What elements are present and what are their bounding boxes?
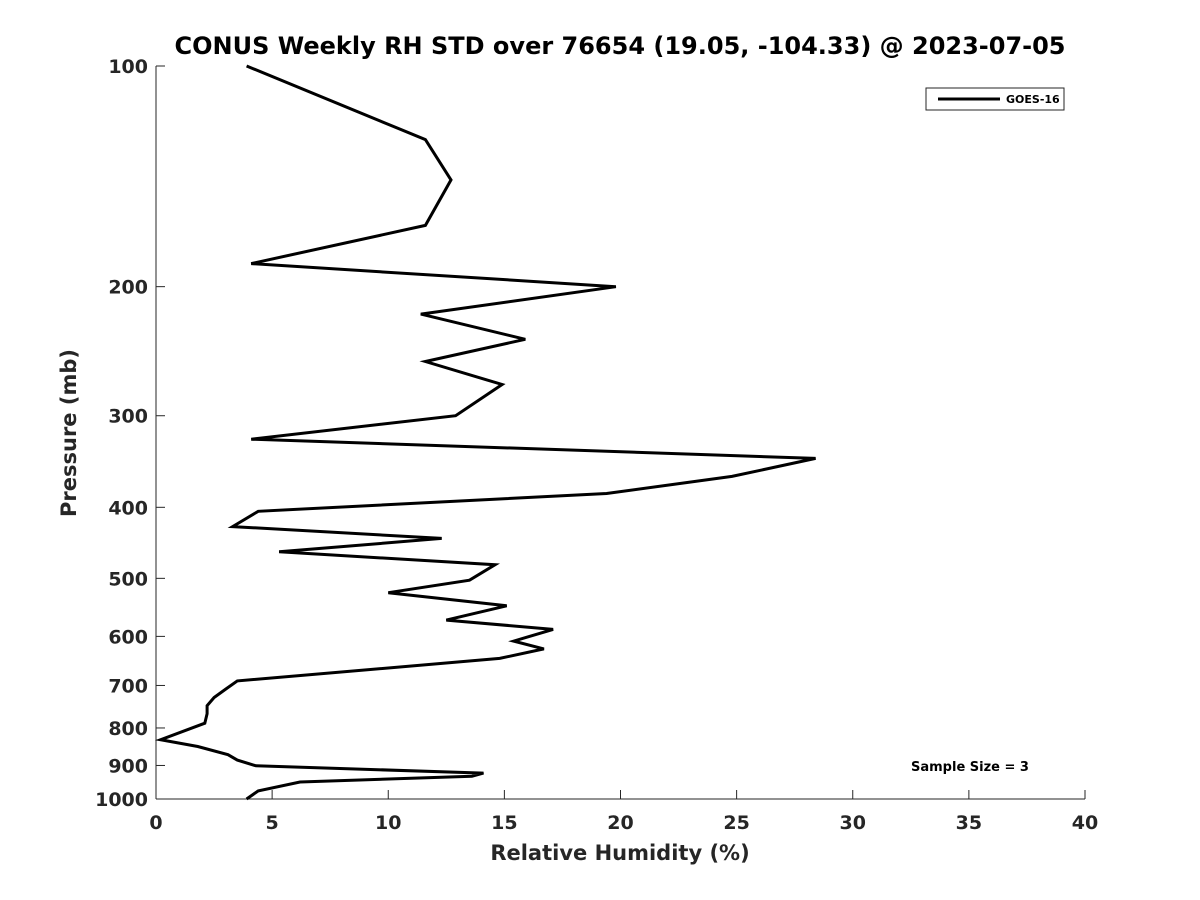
series-layer (154, 64, 816, 801)
y-tick-label: 800 (108, 718, 148, 740)
x-tick-label: 0 (149, 812, 162, 834)
y-tick-label: 500 (108, 568, 148, 590)
y-ticks: 100 200 300 400 500 600 700 800 900 1000 (95, 56, 165, 811)
y-tick-label: 1000 (95, 789, 148, 811)
x-tick-label: 30 (840, 812, 866, 834)
x-tick-label: 20 (607, 812, 633, 834)
y-axis-label: Pressure (mb) (57, 349, 81, 517)
x-tick-label: 15 (491, 812, 517, 834)
y-tick-label: 700 (108, 675, 148, 697)
x-tick-label: 10 (375, 812, 401, 834)
y-tick-label: 900 (108, 755, 148, 777)
legend: GOES-16 (925, 87, 1065, 111)
y-tick-label: 400 (108, 497, 148, 519)
x-tick-label: 25 (723, 812, 749, 834)
x-tick-label: 35 (956, 812, 982, 834)
y-tick-label: 300 (108, 406, 148, 428)
x-tick-label: 40 (1072, 812, 1098, 834)
x-axis-label: Relative Humidity (%) (490, 841, 749, 865)
x-ticks: 0 5 10 15 20 25 30 35 40 (149, 790, 1098, 834)
series-line-goes-16 (154, 64, 816, 801)
legend-label-goes-16: GOES-16 (1006, 93, 1060, 106)
sample-size-annotation: Sample Size = 3 (911, 760, 1029, 775)
x-tick-label: 5 (266, 812, 279, 834)
chart-title: CONUS Weekly RH STD over 76654 (19.05, -… (174, 32, 1065, 60)
y-tick-label: 600 (108, 626, 148, 648)
y-tick-label: 200 (108, 277, 148, 299)
y-tick-label: 100 (108, 56, 148, 78)
